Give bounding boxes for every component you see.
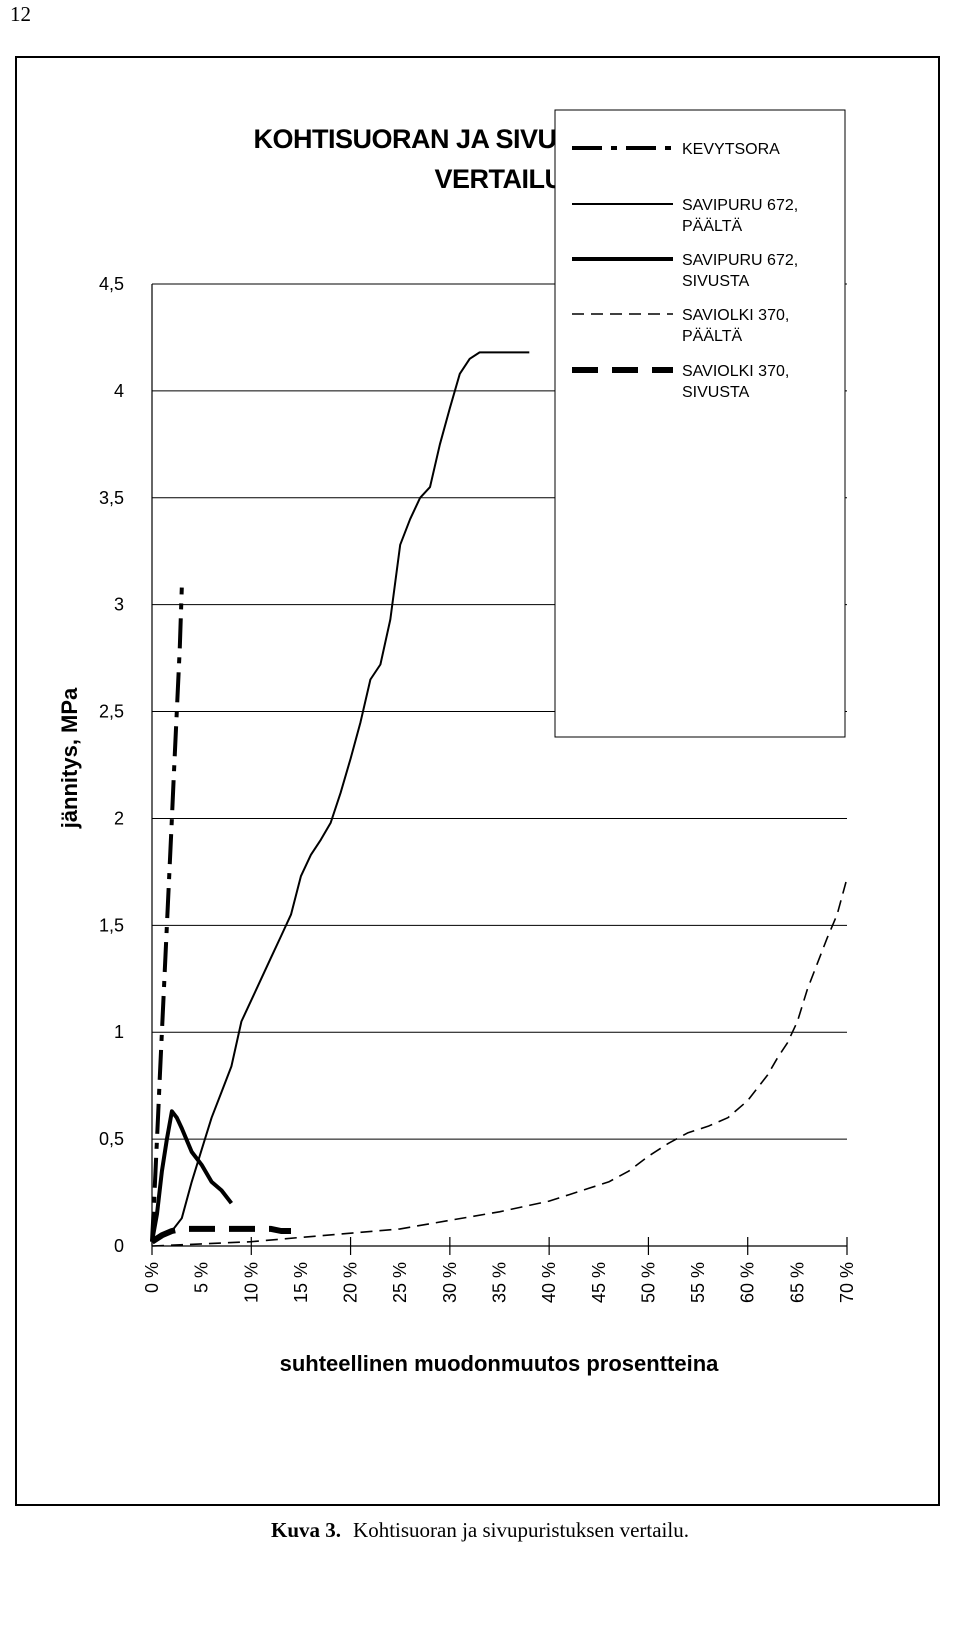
y-tick-labels: 0 0,5 1 1,5 2 2,5 3 3,5 4 4,5	[99, 274, 124, 1256]
x-tick-label: 65 %	[787, 1262, 807, 1303]
legend-label: PÄÄLTÄ	[682, 217, 743, 235]
x-axis-label: suhteellinen muodonmuutos prosentteina	[280, 1351, 720, 1376]
x-tick-label: 70 %	[837, 1262, 857, 1303]
caption-label: Kuva 3.	[271, 1518, 342, 1542]
legend-label: SAVIPURU 672,	[682, 197, 798, 214]
x-tick-label: 45 %	[589, 1262, 609, 1303]
x-tick-label: 20 %	[341, 1262, 361, 1303]
legend-label: SAVIOLKI 370,	[682, 363, 789, 380]
x-tick-label: 50 %	[638, 1262, 658, 1303]
series-line-kevytsora	[150, 587, 184, 1242]
legend-label: KEVYTSORA	[682, 141, 780, 158]
series-lines	[150, 351, 848, 1247]
x-tick-labels: 0 % 5 % 10 % 15 % 20 % 25 % 30 % 35 % 40 % 45 % 50…	[142, 1262, 857, 1303]
x-tick-label: 40 %	[539, 1262, 559, 1303]
figure-caption: Kuva 3. Kohtisuoran ja sivupuristuksen ve…	[0, 1518, 960, 1543]
page-number: 12	[10, 2, 31, 26]
y-tick-label: 1,5	[99, 915, 124, 935]
y-tick-label: 0,5	[99, 1129, 124, 1149]
y-tick-label: 3	[114, 595, 124, 615]
legend-label: PÄÄLTÄ	[682, 327, 743, 345]
caption-text: Kohtisuoran ja sivupuristuksen vertailu.	[353, 1518, 689, 1542]
y-tick-label: 2,5	[99, 702, 124, 722]
y-tick-label: 2	[114, 808, 124, 828]
x-tick-label: 60 %	[738, 1262, 758, 1303]
y-tick-label: 4,5	[99, 274, 124, 294]
y-tick-label: 3,5	[99, 488, 124, 508]
legend: KEVYTSORA SAVIPURU 672, PÄÄLTÄ SAVIPURU 672…	[554, 109, 846, 738]
legend-box	[554, 109, 846, 738]
y-axis-label: jännitys, MPa	[57, 687, 82, 829]
chart-frame: KOHTISUORAN JA SIVUPURISTUKSEN VERTAILU 0…	[15, 56, 940, 1506]
series-line-savipuru-672-sivusta	[150, 1109, 233, 1243]
x-tick-label: 30 %	[440, 1262, 460, 1303]
x-tick-label: 25 %	[390, 1262, 410, 1303]
x-tick-label: 10 %	[241, 1262, 261, 1303]
legend-label: SAVIOLKI 370,	[682, 307, 789, 324]
series-line-saviolki-370-p-lt	[151, 878, 848, 1247]
x-tick-label: 0 %	[142, 1262, 162, 1293]
chart-title-line: VERTAILU	[435, 164, 564, 194]
y-tick-label: 4	[114, 381, 124, 401]
legend-label: SIVUSTA	[682, 384, 750, 401]
legend-label: SIVUSTA	[682, 273, 750, 290]
x-tick-label: 55 %	[688, 1262, 708, 1303]
y-tick-label: 0	[114, 1236, 124, 1256]
x-tick-label: 5 %	[192, 1262, 212, 1293]
x-tick-label: 15 %	[291, 1262, 311, 1303]
series-line-savipuru-672-p-lt	[151, 351, 530, 1243]
legend-label: SAVIPURU 672,	[682, 252, 798, 269]
y-tick-label: 1	[114, 1022, 124, 1042]
x-tick-label: 35 %	[490, 1262, 510, 1303]
